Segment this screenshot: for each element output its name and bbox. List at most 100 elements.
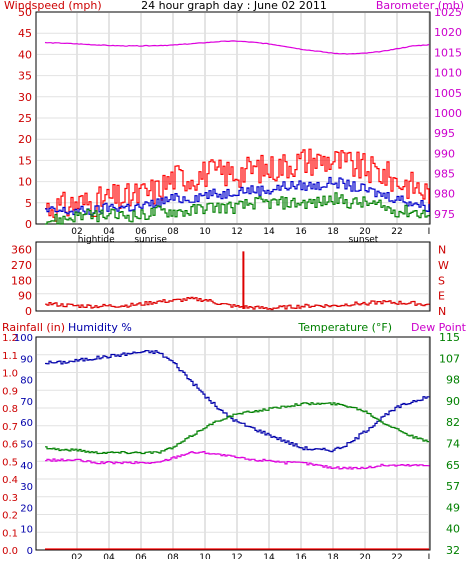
compass-tick-label: W <box>438 259 449 272</box>
wind-average-series <box>45 192 430 225</box>
temperature-tick-label: 32 <box>446 544 460 557</box>
compass-tick-label: N <box>438 244 446 257</box>
humidity-axis-label: Humidity % <box>68 321 132 334</box>
humidity-tick-label: 80 <box>20 376 33 387</box>
windspeed-tick-label: 0 <box>25 218 32 231</box>
humidity-tick-label: 50 <box>20 440 33 451</box>
humidity-tick-label: 0 <box>27 546 33 557</box>
rainfall-tick-label: 0.8 <box>2 404 18 415</box>
x-tick-label: 20 <box>359 227 371 237</box>
windspeed-tick-label: 35 <box>18 70 32 83</box>
x-tick-label: 16 <box>295 227 307 237</box>
humidity-tick-label: 10 <box>20 525 33 536</box>
rainfall-tick-label: 0.5 <box>2 457 18 468</box>
windspeed-tick-label: 45 <box>18 27 32 40</box>
dew-point-axis-label: Dew Point <box>411 321 467 334</box>
x-tick-label: 06 <box>135 553 147 559</box>
temperature-tick-label: 115 <box>439 331 460 344</box>
direction-tick-label: 0 <box>25 305 32 318</box>
temperature-tick-label: 98 <box>446 374 460 387</box>
temperature-tick-label: 65 <box>446 459 460 472</box>
x-tick-label: 12 <box>231 227 242 237</box>
temperature-tick-label: 40 <box>446 523 460 536</box>
hightide-annotation: hightide <box>78 235 115 245</box>
windspeed-tick-label: 5 <box>25 197 32 210</box>
x-tick-label: 14 <box>263 553 275 559</box>
x-tick-label: 02 <box>71 553 82 559</box>
x-tick-label: I <box>428 227 431 237</box>
x-tick-label: 02 <box>71 227 82 237</box>
x-tick-label: 22 <box>391 553 402 559</box>
windspeed-tick-label: 20 <box>18 133 32 146</box>
compass-tick-label: S <box>438 274 445 287</box>
humidity-tick-label: 40 <box>20 461 33 472</box>
x-tick-label: 06 <box>135 227 147 237</box>
sunset-annotation: sunset <box>348 235 378 245</box>
x-tick-label: 12 <box>231 553 242 559</box>
windspeed-tick-label: 15 <box>18 154 32 167</box>
chart-title: 24 hour graph day : June 02 2011 <box>141 0 327 12</box>
windspeed-tick-label: 50 <box>18 6 32 19</box>
sunrise-annotation: sunrise <box>134 235 167 245</box>
temperature-tick-label: 57 <box>446 480 460 493</box>
rainfall-tick-label: 0.1 <box>2 528 18 539</box>
temperature-tick-label: 49 <box>446 501 460 514</box>
temperature-tick-label: 107 <box>439 352 460 365</box>
x-tick-label: 08 <box>167 553 179 559</box>
rainfall-tick-label: 0.0 <box>2 546 18 557</box>
barometer-tick-label: 980 <box>434 188 455 201</box>
barometer-tick-label: 1025 <box>434 6 462 19</box>
x-tick-label: I <box>428 553 431 559</box>
humidity-tick-label: 70 <box>20 397 33 408</box>
barometer-tick-label: 990 <box>434 147 455 160</box>
rainfall-tick-label: 0.6 <box>2 440 18 451</box>
humidity-series <box>45 350 430 453</box>
temperature-tick-label: 74 <box>446 438 460 451</box>
direction-tick-label: 360 <box>11 244 32 257</box>
rainfall-tick-label: 0.9 <box>2 386 18 397</box>
barometer-tick-label: 1000 <box>434 107 462 120</box>
barometer-axis-label: Barometer (mb) <box>376 0 464 12</box>
windspeed-tick-label: 30 <box>18 91 32 104</box>
barometer-tick-label: 1020 <box>434 26 462 39</box>
humidity-tick-label: 20 <box>20 503 33 514</box>
temperature-tick-label: 90 <box>446 395 460 408</box>
wind-direction-series <box>45 296 430 311</box>
temperature-series <box>45 402 429 455</box>
x-tick-label: 10 <box>199 227 211 237</box>
rainfall-tick-label: 0.3 <box>2 493 18 504</box>
barometer-tick-label: 1010 <box>434 67 462 80</box>
rainfall-tick-label: 0.4 <box>2 475 18 486</box>
wind-speed-series <box>45 176 430 216</box>
humidity-tick-label: 60 <box>20 418 33 429</box>
x-tick-label: 14 <box>263 227 275 237</box>
temperature-tick-label: 82 <box>446 416 460 429</box>
x-tick-label: 18 <box>327 553 339 559</box>
x-tick-label: 16 <box>295 553 307 559</box>
barometer-tick-label: 985 <box>434 168 455 181</box>
wind-gust-series <box>45 148 430 222</box>
barometer-tick-label: 975 <box>434 208 455 221</box>
direction-tick-label: 270 <box>11 259 32 272</box>
x-tick-label: 22 <box>391 227 402 237</box>
rainfall-axis-label: Rainfall (in) <box>2 321 65 334</box>
rainfall-tick-label: 1.1 <box>2 351 18 362</box>
humidity-tick-label: 100 <box>14 333 33 344</box>
compass-tick-label: E <box>438 290 445 303</box>
barometer-tick-label: 995 <box>434 127 455 140</box>
x-tick-label: 04 <box>103 553 115 559</box>
panel-frame <box>35 11 431 225</box>
windspeed-axis-label: Windspeed (mph) <box>4 0 102 12</box>
dew-point-series <box>45 451 430 470</box>
humidity-tick-label: 30 <box>20 482 33 493</box>
humidity-tick-label: 90 <box>20 354 33 365</box>
x-tick-label: 20 <box>359 553 371 559</box>
barometer-tick-label: 1005 <box>434 87 462 100</box>
barometer-series <box>44 40 430 55</box>
compass-tick-label: N <box>438 305 446 318</box>
rainfall-tick-label: 1.0 <box>2 369 18 380</box>
rainfall-tick-label: 0.7 <box>2 422 18 433</box>
direction-tick-label: 180 <box>11 274 32 287</box>
